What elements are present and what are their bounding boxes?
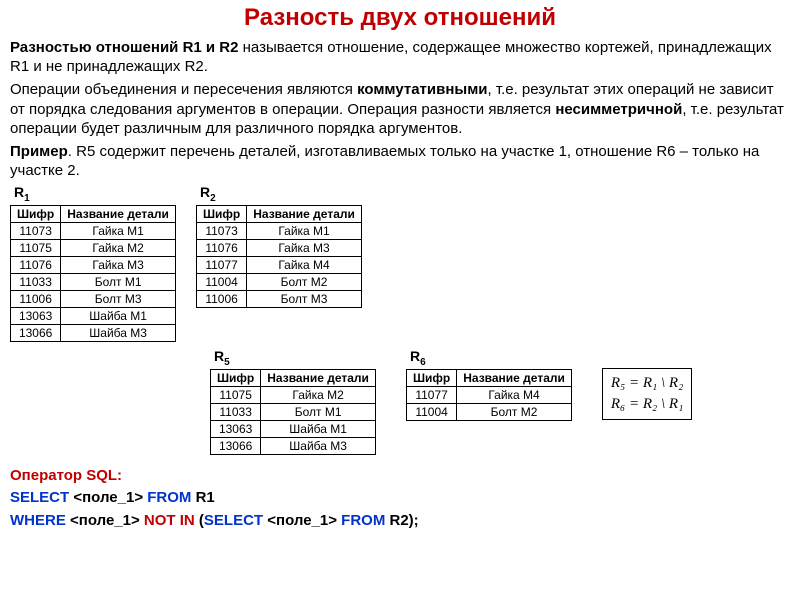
table-header-row: Шифр Название детали bbox=[211, 369, 376, 386]
tables-top-row: R1 Шифр Название детали 11073Гайка М1 11… bbox=[10, 184, 790, 342]
table-row: 13066Шайба М3 bbox=[11, 325, 176, 342]
para2-a: Операции объединения и пересечения являю… bbox=[10, 81, 357, 98]
paragraph-1: Разностью отношений R1 и R2 называется о… bbox=[10, 38, 790, 76]
table-header-row: Шифр Название детали bbox=[11, 206, 176, 223]
table-row: 11077Гайка М4 bbox=[406, 386, 571, 403]
col-shifr: Шифр bbox=[196, 206, 246, 223]
sql-block: Оператор SQL: SELECT <поле_1> FROM R1 WH… bbox=[10, 465, 790, 533]
para3-a: Пример bbox=[10, 143, 68, 160]
col-name: Название детали bbox=[247, 206, 362, 223]
kw-select2: SELECT bbox=[204, 512, 263, 529]
table-row: 11004Болт М2 bbox=[196, 274, 361, 291]
para1-bold: Разностью отношений R1 и R2 bbox=[10, 39, 238, 56]
paragraph-3: Пример. R5 содержит перечень деталей, из… bbox=[10, 142, 790, 180]
table-row: 13066Шайба М3 bbox=[211, 437, 376, 454]
page-title: Разность двух отношений bbox=[10, 4, 790, 32]
sql-open: ( bbox=[195, 512, 204, 529]
tables-bottom-row: R5 Шифр Название детали 11075Гайка М2 11… bbox=[210, 348, 790, 455]
r1-label: R1 bbox=[14, 184, 176, 204]
sql-field: <поле_1> bbox=[69, 489, 147, 506]
sql-r2: R2); bbox=[385, 512, 418, 529]
formula-line-1: R₅ = R₁ \ R₂ bbox=[611, 373, 683, 394]
table-row: 13063Шайба М1 bbox=[211, 420, 376, 437]
relation-r2: R2 Шифр Название детали 11073Гайка М1 11… bbox=[196, 184, 362, 342]
table-row: 11033Болт М1 bbox=[211, 403, 376, 420]
col-shifr: Шифр bbox=[406, 369, 456, 386]
kw-where: WHERE bbox=[10, 512, 66, 529]
table-r5: Шифр Название детали 11075Гайка М2 11033… bbox=[210, 369, 376, 455]
table-row: 11075Гайка М2 bbox=[211, 386, 376, 403]
para2-b: коммутативными bbox=[357, 81, 487, 98]
table-r6: Шифр Название детали 11077Гайка М4 11004… bbox=[406, 369, 572, 421]
col-name: Название детали bbox=[457, 369, 572, 386]
table-row: 11006Болт М3 bbox=[196, 291, 361, 308]
relation-r1: R1 Шифр Название детали 11073Гайка М1 11… bbox=[10, 184, 176, 342]
formula-box: R₅ = R₁ \ R₂ R₆ = R₂ \ R₁ bbox=[602, 368, 692, 420]
para2-d: несимметричной bbox=[555, 101, 682, 118]
r5-label: R5 bbox=[214, 348, 376, 368]
table-row: 11004Болт М2 bbox=[406, 403, 571, 420]
kw-from2: FROM bbox=[341, 512, 385, 529]
table-r2: Шифр Название детали 11073Гайка М1 11076… bbox=[196, 205, 362, 308]
formula-line-2: R₆ = R₂ \ R₁ bbox=[611, 394, 683, 415]
table-row: 11073Гайка М1 bbox=[11, 223, 176, 240]
table-row: 11077Гайка М4 bbox=[196, 257, 361, 274]
table-row: 11076Гайка М3 bbox=[11, 257, 176, 274]
table-header-row: Шифр Название детали bbox=[406, 369, 571, 386]
r6-label: R6 bbox=[410, 348, 572, 368]
col-name: Название детали bbox=[61, 206, 176, 223]
paragraph-2: Операции объединения и пересечения являю… bbox=[10, 80, 790, 138]
col-shifr: Шифр bbox=[211, 369, 261, 386]
relation-r6: R6 Шифр Название детали 11077Гайка М4 11… bbox=[406, 348, 572, 421]
table-row: 11073Гайка М1 bbox=[196, 223, 361, 240]
sql-r1: R1 bbox=[191, 489, 214, 506]
relation-r5: R5 Шифр Название детали 11075Гайка М2 11… bbox=[210, 348, 376, 455]
table-row: 11033Болт М1 bbox=[11, 274, 176, 291]
sql-label: Оператор SQL: bbox=[10, 465, 790, 488]
sql-line-2: WHERE <поле_1> NOT IN (SELECT <поле_1> F… bbox=[10, 510, 790, 533]
para3-b: . R5 содержит перечень деталей, изготавл… bbox=[10, 143, 759, 179]
kw-select: SELECT bbox=[10, 489, 69, 506]
sql-line-1: SELECT <поле_1> FROM R1 bbox=[10, 487, 790, 510]
col-shifr: Шифр bbox=[11, 206, 61, 223]
table-row: 11006Болт М3 bbox=[11, 291, 176, 308]
table-row: 11076Гайка М3 bbox=[196, 240, 361, 257]
kw-from: FROM bbox=[147, 489, 191, 506]
col-name: Название детали bbox=[261, 369, 376, 386]
kw-notin: NOT IN bbox=[144, 512, 195, 529]
r2-label: R2 bbox=[200, 184, 362, 204]
sql-field2: <поле_1> bbox=[66, 512, 144, 529]
table-row: 11075Гайка М2 bbox=[11, 240, 176, 257]
table-header-row: Шифр Название детали bbox=[196, 206, 361, 223]
sql-field3: <поле_1> bbox=[263, 512, 341, 529]
table-r1: Шифр Название детали 11073Гайка М1 11075… bbox=[10, 205, 176, 342]
table-row: 13063Шайба М1 bbox=[11, 308, 176, 325]
